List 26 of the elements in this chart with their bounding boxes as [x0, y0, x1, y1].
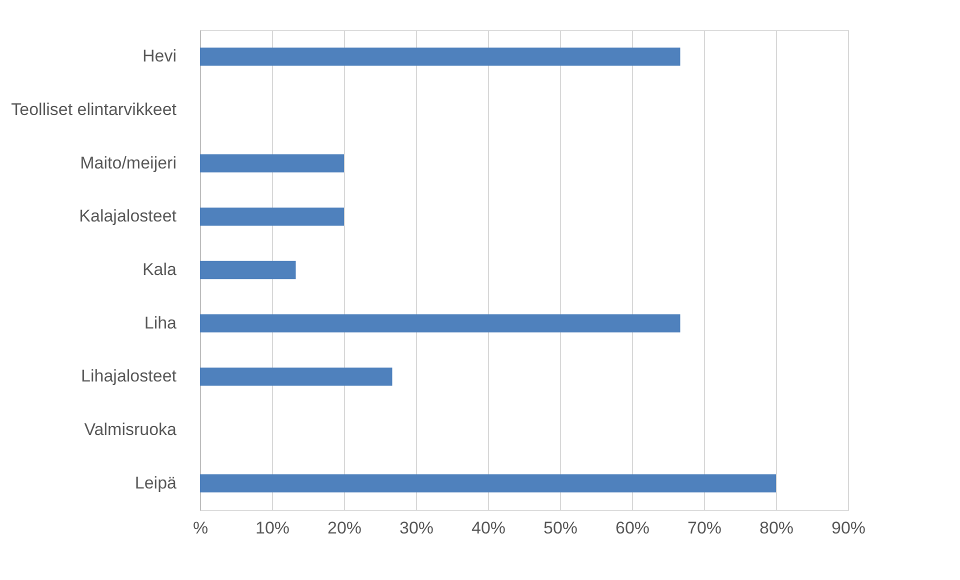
bar [200, 208, 344, 226]
y-tick-label: Maito/meijeri [80, 153, 176, 172]
x-tick-label: 40% [471, 518, 506, 538]
x-tick-label: 10% [255, 518, 290, 538]
x-tick-label: 50% [543, 518, 578, 538]
bar [200, 154, 344, 172]
x-tick-label: 20% [327, 518, 362, 538]
bar [200, 48, 680, 66]
bar [200, 368, 392, 386]
y-tick-label: Valmisruoka [84, 420, 178, 439]
bar [200, 260, 296, 280]
x-tick-label: 90% [831, 518, 866, 538]
x-tick-label: 60% [615, 518, 650, 538]
bar [200, 314, 680, 332]
y-tick-label: Hevi [142, 46, 176, 66]
x-tick-label: 70% [687, 518, 722, 538]
y-tick-label: Teolliset elintarvikkeet [11, 100, 177, 119]
bar [200, 474, 776, 492]
y-tick-label: Kala [142, 260, 178, 279]
x-tick-label: 30% [399, 518, 434, 538]
y-tick-label: Liha [144, 313, 178, 332]
y-tick-label: Leipä [134, 473, 178, 492]
x-tick-label: % [192, 518, 208, 538]
y-tick-label: Kalajalosteet [79, 206, 177, 226]
y-tick-label: Lihajalosteet [81, 366, 177, 386]
x-tick-label: 80% [759, 518, 794, 538]
